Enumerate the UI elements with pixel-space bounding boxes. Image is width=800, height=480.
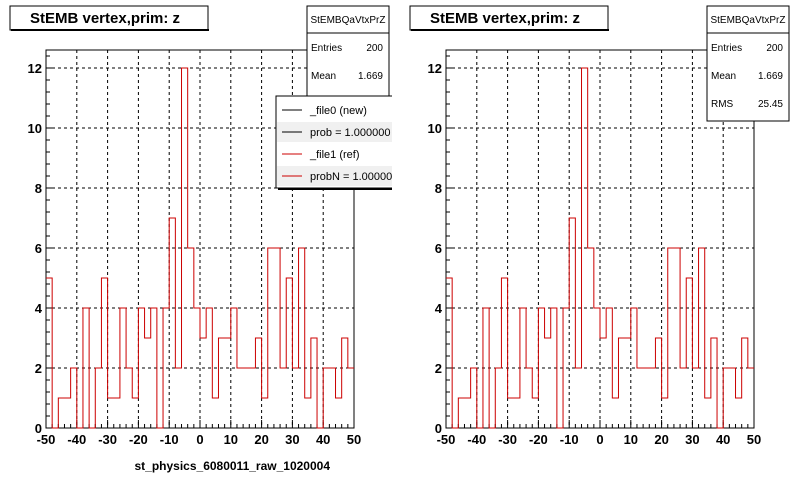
histogram-title: StEMB vertex,prim: z [30,10,180,27]
legend-row-band [277,166,392,186]
stats-value: 1.669 [758,71,783,82]
stats-name: StEMBQaVtxPrZ [710,15,785,26]
x-tick-label: -50 [37,432,56,447]
legend-box: _file0 (new) prob = 1.000000 _file1 (ref) p… [275,95,398,190]
histogram-series-line [46,67,354,429]
x-tick-label: 40 [716,432,730,447]
y-tick-label: 10 [28,121,42,136]
pad-2: -50 -40 -30 -20 -10 0 10 20 30 40 50 0 2 4 6 8 10 12 StEMB… [409,5,790,447]
title-box-border [409,5,609,31]
stats-value: 1.669 [358,71,383,82]
stats-label: RMS [711,99,734,110]
x-tick-label: -30 [98,432,117,447]
x-tick-label: 10 [224,432,238,447]
title-box-shadow [11,29,209,31]
x-tick-label: 30 [285,432,299,447]
x-tick-label: 0 [196,432,203,447]
x-tick-label: -10 [160,432,179,447]
y-tick-label: 4 [35,301,43,316]
stats-label: Entries [711,43,742,54]
title-box-shadow [411,29,609,31]
x-tick-label: -10 [560,432,579,447]
y-tick-label: 8 [435,181,442,196]
x-tick-label: 20 [254,432,268,447]
y-tick-label: 4 [435,301,443,316]
legend-entry-label: probN = 1.000000 [310,171,398,183]
x-tick-label: -50 [437,432,456,447]
legend-entry-label: prob = 1.000000 [310,127,390,139]
x-axis-title: st_physics_6080011_raw_1020004 [134,459,330,473]
y-tick-label: 12 [428,61,442,76]
histogram-title: StEMB vertex,prim: z [430,10,580,27]
x-tick-label: -20 [529,432,548,447]
stats-value: 200 [366,43,383,54]
y-tick-label: 2 [35,361,42,376]
pad-1: -50 -40 -30 -20 -10 0 10 20 30 40 50 0 2 4 6 8 10 12 StEMB… [9,5,398,473]
stats-value: 200 [766,43,783,54]
histogram-series-line [446,67,754,429]
stats-label: Mean [311,71,336,82]
x-tick-label: -40 [467,432,486,447]
y-tick-label: 10 [428,121,442,136]
y-tick-label: 6 [435,241,442,256]
stats-label: Entries [311,43,342,54]
x-tick-label: -20 [129,432,148,447]
x-tick-label: -30 [498,432,517,447]
legend-entry-label: _file1 (ref) [309,149,360,161]
x-tick-label: 30 [685,432,699,447]
y-tick-label: 0 [35,421,42,436]
y-tick-label: 0 [435,421,442,436]
stats-name: StEMBQaVtxPrZ [310,15,385,26]
y-tick-label: 6 [35,241,42,256]
histogram-title-box: StEMB vertex,prim: z [409,5,609,31]
legend-row-band [277,122,392,142]
x-tick-label: 10 [624,432,638,447]
x-tick-label: 50 [347,432,361,447]
x-tick-label: 40 [316,432,330,447]
x-tick-label: 50 [747,432,761,447]
stats-value: 25.45 [758,99,783,110]
y-tick-label: 12 [28,61,42,76]
y-tick-label: 2 [435,361,442,376]
stats-box: StEMBQaVtxPrZ Entries 200 Mean 1.669 RMS 25.45 [706,5,790,122]
y-tick-label: 8 [35,181,42,196]
x-tick-label: 0 [596,432,603,447]
stats-label: Mean [711,71,736,82]
x-tick-label: 20 [654,432,668,447]
x-tick-label: -40 [67,432,86,447]
legend-entry-label: _file0 (new) [309,105,367,117]
histogram-title-box: StEMB vertex,prim: z [9,5,209,31]
title-box-border [9,5,209,31]
stats-box-border [706,5,790,122]
